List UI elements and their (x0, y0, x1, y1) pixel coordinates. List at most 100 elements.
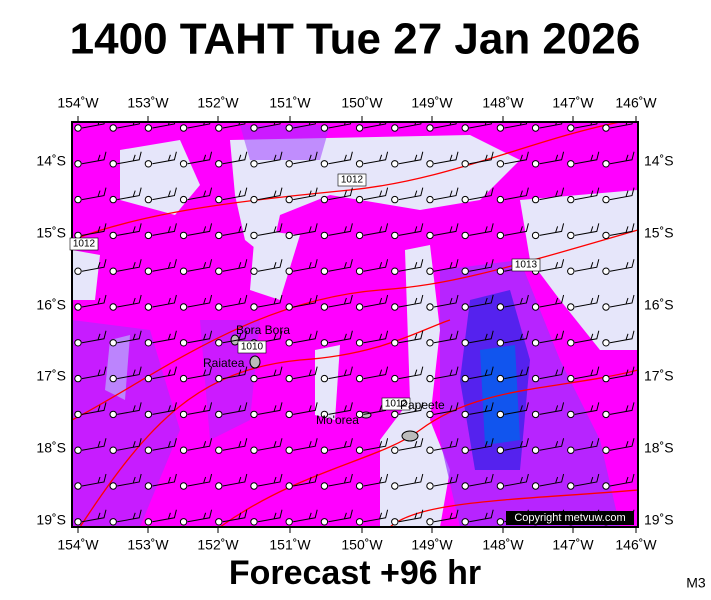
wind-barb (539, 223, 565, 236)
wind-barb (398, 122, 422, 129)
station-dot (144, 410, 153, 419)
wind-barb (433, 223, 459, 236)
station-dot (285, 231, 293, 240)
wind-barb (398, 294, 424, 308)
station-dot (250, 231, 258, 240)
wind-barb (504, 122, 528, 129)
wind-barb (328, 151, 353, 165)
station-dot (109, 482, 117, 490)
station-dot (74, 124, 82, 132)
station-dot (74, 446, 82, 454)
station-dot (355, 518, 364, 526)
wind-barb (469, 438, 494, 451)
wind-barb (117, 402, 142, 415)
wind-barb (398, 259, 424, 272)
wind-barb (504, 330, 529, 344)
wind-barb (609, 473, 635, 487)
station-dot (215, 267, 223, 275)
wind-barb (433, 509, 459, 523)
wind-barb (574, 187, 600, 201)
wind-barb (222, 330, 248, 344)
station-dot (215, 339, 223, 347)
station-dot (250, 124, 258, 132)
station-dot (567, 410, 575, 419)
station-dot (496, 231, 505, 240)
latitude-label: 18˚S (36, 440, 66, 456)
latitude-label: 15˚S (644, 225, 674, 241)
isobar-label: 1010 (241, 342, 264, 353)
wind-barb (257, 402, 283, 415)
station-dot (531, 160, 540, 168)
wind-barb (574, 366, 600, 380)
place-name: Raiatea (203, 356, 245, 370)
longitude-label: 149˚W (411, 537, 453, 553)
wind-barb (609, 366, 635, 380)
wind-barb (293, 151, 318, 165)
station-dot (144, 374, 153, 383)
wind-barb (328, 509, 353, 523)
station-dot (426, 195, 434, 204)
wind-barb (609, 294, 635, 308)
station-dot (144, 303, 153, 311)
wind-barb (504, 223, 529, 236)
wind-barb (257, 223, 283, 236)
wind-barb (152, 509, 177, 523)
longitude-label: 152˚W (197, 537, 239, 553)
wind-barb (293, 366, 318, 380)
station-dot (531, 231, 540, 240)
wind-barb (117, 294, 142, 308)
station-dot (602, 124, 610, 132)
station-dot (320, 231, 329, 240)
wind-barb (469, 509, 494, 523)
station-dot (144, 518, 153, 526)
wind-barb (293, 438, 318, 451)
station-dot (179, 303, 188, 311)
station-dot (250, 267, 258, 275)
wind-barb (328, 223, 353, 236)
wind-barb (504, 473, 529, 487)
wind-barb (363, 330, 389, 344)
station-dot (496, 410, 505, 419)
wind-barb (574, 438, 600, 451)
station-dot (179, 160, 188, 168)
wind-barb (609, 187, 635, 201)
wind-barb (539, 122, 563, 129)
wind-barb (539, 259, 565, 272)
station-dot (461, 339, 469, 347)
wind-barb (574, 402, 600, 415)
station-dot (426, 410, 434, 419)
place-name: Papeete (400, 398, 445, 412)
station-dot (426, 518, 434, 526)
wind-barb (222, 151, 248, 165)
wind-barb (117, 259, 142, 272)
wind-barb (433, 122, 458, 129)
wind-barb (187, 223, 213, 236)
station-dot (109, 446, 117, 454)
station-dot (496, 195, 505, 204)
wind-barb (398, 223, 424, 236)
wind-barb (187, 122, 211, 129)
longitude-label: 151˚W (269, 95, 311, 111)
wind-barb (609, 122, 634, 129)
wind-barb (257, 438, 283, 451)
station-dot (531, 410, 540, 419)
wind-barb (293, 330, 318, 344)
station-dot (215, 124, 223, 132)
wind-barb (363, 509, 389, 523)
station-dot (109, 160, 117, 168)
station-dot (215, 410, 223, 419)
wind-barb (117, 122, 141, 129)
wind-barb (433, 187, 459, 201)
station-dot (320, 267, 329, 275)
wind-barb (398, 187, 424, 201)
station-dot (355, 374, 364, 383)
wind-barb (81, 330, 107, 344)
wind-barb (293, 294, 318, 308)
station-dot (567, 446, 575, 454)
station-dot (215, 160, 223, 168)
station-dot (461, 410, 469, 419)
wind-barb (539, 330, 565, 344)
station-dot (496, 160, 505, 168)
station-dot (531, 303, 540, 311)
station-dot (179, 231, 188, 240)
